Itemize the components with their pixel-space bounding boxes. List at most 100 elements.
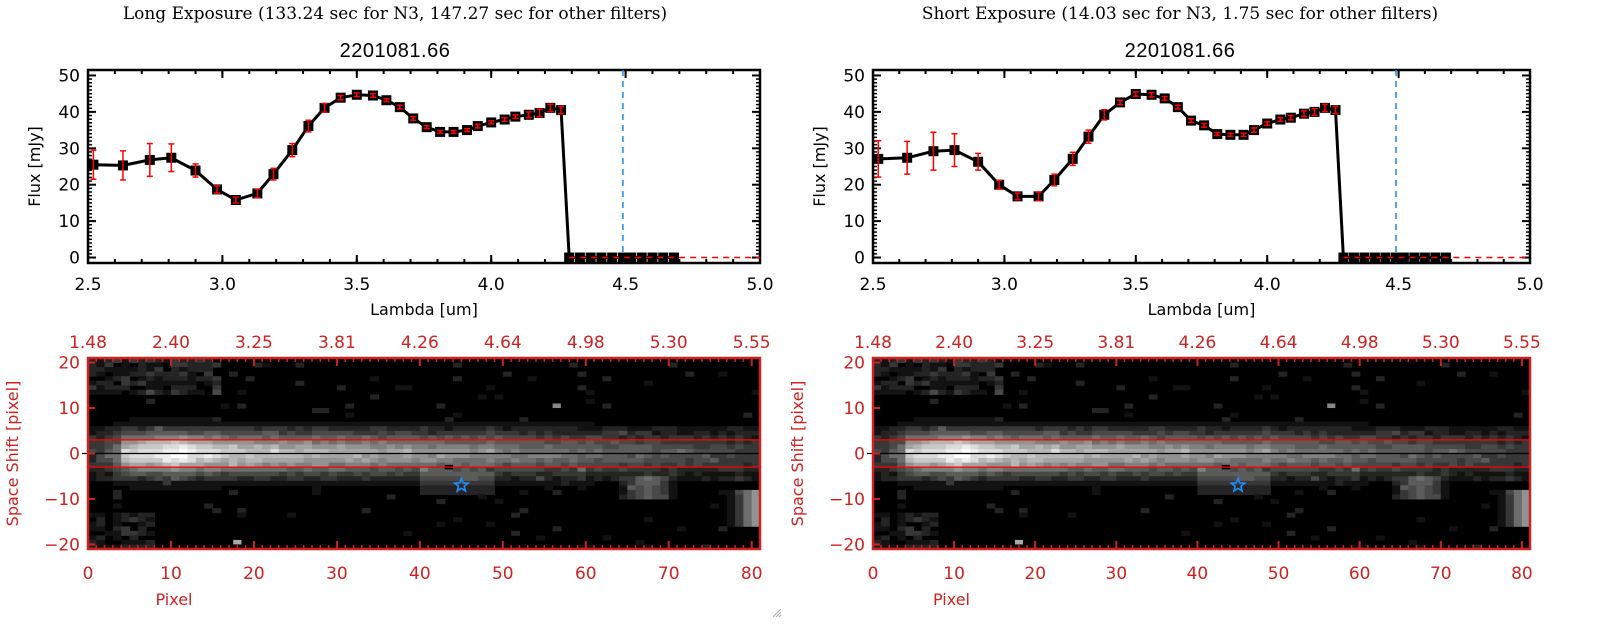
panel-short-exposure: Short Exposure (14.03 sec for N3, 1.75 s…: [785, 0, 1575, 630]
bright-pixel: [233, 539, 242, 545]
top-axis-wavelength-label: 5.30: [650, 333, 688, 353]
panel-long-exposure: Long Exposure (133.24 sec for N3, 147.27…: [0, 0, 790, 630]
spectral-image-chart: 0 1.48 10 2.40 20 3.25 30 3.81 40 4.26 50 4.64 60 4.9…: [3, 333, 771, 609]
y-tick-label: 10: [58, 212, 80, 232]
star-marker-icon: [1229, 476, 1247, 493]
y-axis-title: Space Shift [pixel]: [3, 381, 22, 527]
top-axis-wavelength-label: 1.48: [854, 333, 892, 353]
y-tick-label: 40: [843, 103, 865, 123]
image-pixels: [88, 358, 761, 550]
top-axis-wavelength-label: 3.81: [1097, 333, 1135, 353]
top-axis-wavelength-label: 4.64: [1260, 333, 1298, 353]
top-axis-wavelength-label: 4.64: [484, 333, 522, 353]
top-axis-wavelength-label: 2.40: [935, 333, 973, 353]
x-tick-label: 50: [1268, 564, 1290, 584]
x-tick-label: 4.0: [1254, 275, 1281, 295]
y-tick-label: 0: [69, 249, 80, 269]
x-tick-label: 5.0: [746, 275, 773, 295]
y-tick-label: 10: [843, 399, 865, 419]
y-tick-label: 30: [843, 139, 865, 159]
spectrum-chart: 2.5 3.0 3.5 4.0 4.5 5.0 0 10 20 30 40 50 Lambda [um]…: [810, 66, 1544, 319]
x-tick-label: 70: [1430, 564, 1452, 584]
x-axis-title: Pixel: [155, 590, 192, 609]
data-point: [1359, 252, 1370, 263]
exposure-title: Short Exposure (14.03 sec for N3, 1.75 s…: [921, 4, 1439, 24]
top-axis-wavelength-label: 4.26: [1179, 333, 1217, 353]
y-tick-label: −20: [829, 535, 865, 555]
x-tick-label: 0: [83, 564, 94, 584]
top-axis-wavelength-label: 5.55: [733, 333, 771, 353]
x-tick-label: 50: [492, 564, 514, 584]
y-tick-label: 0: [854, 445, 865, 465]
data-point: [658, 252, 669, 263]
y-tick-label: −10: [44, 490, 80, 510]
x-tick-label: 60: [575, 564, 597, 584]
spectrum-chart: 2.5 3.0 3.5 4.0 4.5 5.0 0 10 20 30 40 50 Lambda [um]…: [25, 66, 774, 319]
data-point: [607, 252, 618, 263]
data-point: [617, 252, 628, 263]
top-axis-wavelength-label: 2.40: [152, 333, 190, 353]
x-tick-label: 3.0: [991, 275, 1018, 295]
top-axis-wavelength-label: 3.25: [1016, 333, 1054, 353]
object-id-title: 2201081.66: [1124, 40, 1236, 62]
x-tick-label: 5.0: [1516, 275, 1543, 295]
y-tick-label: 20: [843, 354, 865, 374]
resize-grip-icon[interactable]: [770, 606, 782, 618]
y-tick-label: 0: [69, 445, 80, 465]
x-tick-label: 10: [160, 564, 182, 584]
x-tick-label: 80: [1511, 564, 1533, 584]
x-tick-label: 0: [868, 564, 879, 584]
x-tick-label: 40: [409, 564, 431, 584]
spectral-image-chart: 0 1.48 10 2.40 20 3.25 30 3.81 40 4.26 50 4.64 60 4.9…: [788, 333, 1541, 609]
data-point: [1348, 252, 1359, 263]
x-axis-title: Lambda [um]: [1148, 300, 1256, 319]
y-tick-label: 20: [58, 176, 80, 196]
x-axis-title: Pixel: [933, 590, 970, 609]
bright-pixel: [1014, 539, 1024, 545]
x-tick-label: 40: [1187, 564, 1209, 584]
data-point: [625, 252, 636, 263]
x-tick-label: 3.0: [209, 275, 236, 295]
star-marker-icon: [452, 476, 471, 493]
bright-pixel: [1327, 403, 1336, 409]
x-tick-label: 60: [1349, 564, 1371, 584]
x-tick-label: 30: [326, 564, 348, 584]
x-axis-title: Lambda [um]: [370, 300, 478, 319]
y-tick-label: 40: [58, 103, 80, 123]
top-axis-wavelength-label: 4.26: [401, 333, 439, 353]
top-axis-wavelength-label: 5.55: [1503, 333, 1541, 353]
x-tick-label: 2.5: [74, 275, 101, 295]
x-tick-label: 4.0: [478, 275, 505, 295]
image-pixels: [873, 358, 1531, 550]
y-axis-title: Space Shift [pixel]: [788, 381, 807, 527]
x-tick-label: 80: [741, 564, 763, 584]
top-axis-wavelength-label: 1.48: [69, 333, 107, 353]
data-point: [1390, 252, 1401, 263]
data-point: [1380, 252, 1391, 263]
y-axis-title: Flux [mJy]: [25, 126, 44, 207]
y-tick-label: −10: [829, 490, 865, 510]
y-tick-label: 50: [58, 66, 80, 86]
top-axis-wavelength-label: 4.98: [1341, 333, 1379, 353]
x-tick-label: 70: [658, 564, 680, 584]
data-point: [574, 252, 585, 263]
x-tick-label: 3.5: [1122, 275, 1149, 295]
y-tick-label: 30: [58, 139, 80, 159]
y-tick-label: 10: [58, 399, 80, 419]
x-tick-label: 20: [1024, 564, 1046, 584]
data-point: [1369, 252, 1380, 263]
data-point: [636, 252, 647, 263]
y-tick-label: 50: [843, 66, 865, 86]
top-axis-wavelength-label: 3.25: [235, 333, 273, 353]
y-tick-label: 0: [854, 249, 865, 269]
y-axis-title: Flux [mJy]: [810, 126, 829, 207]
x-tick-label: 4.5: [1385, 275, 1412, 295]
object-id-title: 2201081.66: [339, 40, 451, 62]
data-point: [596, 252, 607, 263]
y-tick-label: −20: [44, 535, 80, 555]
x-tick-label: 3.5: [343, 275, 370, 295]
y-tick-label: 20: [58, 354, 80, 374]
x-tick-label: 2.5: [859, 275, 886, 295]
top-axis-wavelength-label: 3.81: [318, 333, 356, 353]
x-tick-label: 20: [243, 564, 265, 584]
